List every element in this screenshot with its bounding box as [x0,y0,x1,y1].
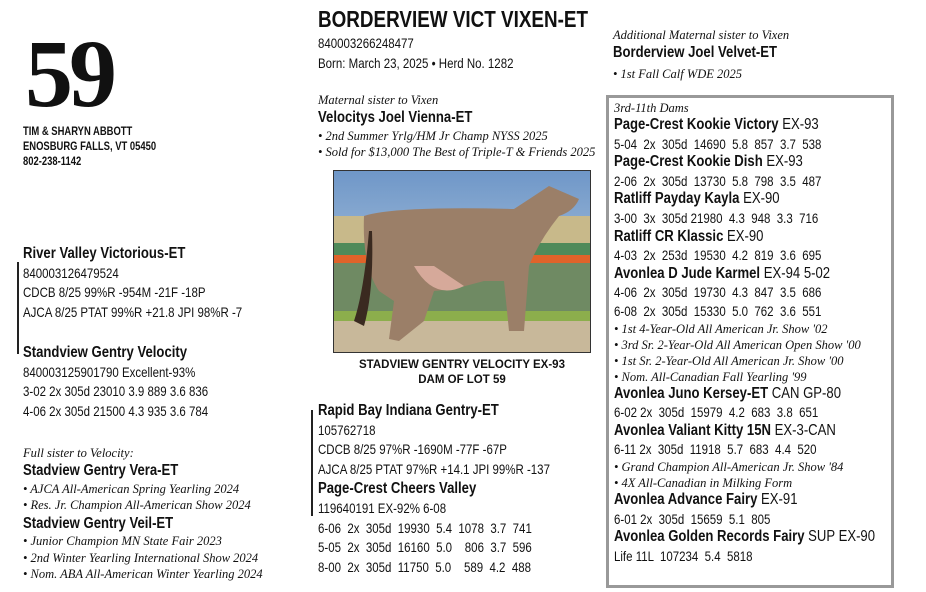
dam-note: • 1st 4-Year-Old All American Jr. Show '… [614,321,828,336]
consignor-phone: 802-238-1142 [23,156,82,168]
mgs-ajca: AJCA 8/25 PTAT 97%R +14.1 JPI 99%R -137 [318,460,550,477]
pedigree-line [17,262,19,354]
sister-name: Stadview Gentry Veil-ET [23,514,174,532]
granddam-record: 8-00 2x 305d 11750 5.0 589 4.2 488 [318,558,531,575]
dam-name-text: Avonlea Advance Fairy [614,490,758,508]
dam-name-text: Ratliff Payday Kayla [614,190,740,208]
dam-name-text: Page-Crest Kookie Victory [614,116,779,133]
additional-sister-block: Additional Maternal sister to Vixen Bord… [613,27,813,82]
dam-id: 840003125901790 Excellent-93% [23,363,196,380]
dam-note: • 1st Sr. 2-Year-Old All American Jr. Sh… [614,353,844,368]
sire-name: River Valley Victorious-ET [23,245,186,262]
dam-name: Avonlea Valiant Kitty 15N EX-3-CAN [614,422,841,441]
sire-id: 840003126479524 [23,264,119,281]
caption-line: DAM OF LOT 59 [418,374,506,386]
dam-name: Page-Crest Kookie Victory EX-93 [614,116,841,135]
animal-info: 840003266248477 Born: March 23, 2025 • H… [318,34,513,73]
granddam-record: 6-06 2x 305d 19930 5.4 1078 3.7 741 [318,519,532,536]
dam-record: 6-02 2x 305d 15979 4.2 683 3.8 651 [614,404,819,421]
sister-note: • AJCA All-American Spring Yearling 2024 [23,481,240,496]
sire-ajca: AJCA 8/25 PTAT 99%R +21.8 JPI 98%R -7 [23,303,243,320]
mgs-name: Rapid Bay Indiana Gentry-ET [318,402,499,419]
dam-name: Standview Gentry Velocity [23,344,188,361]
full-sisters-block: Full sister to Velocity: Stadview Gentry… [23,445,263,583]
dam-name: Page-Crest Kookie Dish EX-93 [614,153,841,172]
caption-line: STADVIEW GENTRY VELOCITY EX-93 [359,359,565,371]
dam-name: Avonlea D Jude Karmel EX-94 5-02 [614,265,841,284]
dam-name-text: Page-Crest Kookie Dish [614,153,763,171]
dam-record: 5-04 2x 305d 14690 5.8 857 3.7 538 [614,135,822,152]
full-sisters-heading: Full sister to Velocity: [23,446,134,460]
animal-born: Born: March 23, 2025 • Herd No. 1282 [318,54,514,71]
sister-note: • Res. Jr. Champion All-American Show 20… [23,498,251,513]
dam-classification: EX-90 [723,227,764,245]
granddam-id: 119640191 EX-92% 6-08 [318,499,447,516]
dam-record: Life 11L 107234 5.4 5818 [614,547,753,564]
maternal-sister-name: Velocitys Joel Vienna-ET [318,109,473,127]
consignor-location: ENOSBURG FALLS, VT 05450 [23,141,157,153]
dam-name-text: Avonlea Golden Records Fairy [614,528,805,546]
dam-classification: EX-94 5-02 [760,264,831,282]
mgs-cdcb: CDCB 8/25 97%R -1690M -77F -67P [318,441,507,458]
pedigree-line [311,410,313,516]
dam-classification: EX-93 [762,153,803,171]
animal-id: 840003266248477 [318,35,414,51]
additional-sister-name: Borderview Joel Velvet-ET [613,44,778,62]
dam-name: Avonlea Advance Fairy EX-91 [614,491,841,510]
dam-name-text: Avonlea Valiant Kitty 15N [614,421,772,439]
dams-box: 3rd-11th Dams Page-Crest Kookie Victory … [606,95,894,588]
consignor-info: TIM & SHARYN ABBOTT ENOSBURG FALLS, VT 0… [23,125,156,170]
granddam-name: Page-Crest Cheers Valley [318,480,477,498]
dam-record: 6-11 2x 305d 11918 5.7 683 4.4 520 [614,441,817,458]
sister-name: Stadview Gentry Vera-ET [23,462,179,480]
dam-record: 3-02 2x 305d 23010 3.9 889 3.6 836 [23,383,209,400]
dam-classification: EX-90 [739,190,780,208]
dam-classification: CAN GP-80 [768,384,841,402]
dam-name-text: Avonlea D Jude Karmel [614,264,761,282]
dam-name: Avonlea Juno Kersey-ET CAN GP-80 [614,385,841,404]
dam-record: 4-06 2x 305d 19730 4.3 847 3.5 686 [614,284,822,301]
dam-classification: EX-93 [778,116,819,133]
sister-note: • 2nd Winter Yearling International Show… [23,550,259,565]
dam-classification: SUP EX-90 [804,528,876,546]
dam-record: 3-00 3x 305d 21980 4.3 948 3.3 716 [614,209,819,226]
dam-classification: EX-91 [757,490,798,508]
dams-heading: 3rd-11th Dams [614,101,689,115]
consignor-name: TIM & SHARYN ABBOTT [23,126,133,138]
sire-cdcb: CDCB 8/25 99%R -954M -21F -18P [23,284,206,301]
dam-record: 2-06 2x 305d 13730 5.8 798 3.5 487 [614,172,822,189]
dam-name: Ratliff CR Klassic EX-90 [614,228,841,247]
granddam-record: 5-05 2x 305d 16160 5.0 806 3.7 596 [318,539,532,556]
dam-name-text: Ratliff CR Klassic [614,227,724,245]
dam-record: 4-03 2x 253d 19530 4.2 819 3.6 695 [614,247,822,264]
dam-name: Ratliff Payday Kayla EX-90 [614,190,841,209]
dam-block: Standview Gentry Velocity 84000312590179… [23,343,208,421]
animal-name: BORDERVIEW VICT VIXEN-ET [318,6,589,32]
sire-block: River Valley Victorious-ET 8400031264795… [23,244,242,322]
photo-caption: STADVIEW GENTRY VELOCITY EX-93 DAM OF LO… [333,358,591,388]
dam-name-text: Avonlea Juno Kersey-ET [614,384,769,402]
dam-name: Avonlea Golden Records Fairy SUP EX-90 [614,528,875,547]
maternal-sister-heading: Maternal sister to Vixen [318,93,439,107]
additional-sister-note: • 1st Fall Calf WDE 2025 [613,66,743,81]
sister-note: • Nom. ABA All-American Winter Yearling … [23,567,263,582]
maternal-sister-block: Maternal sister to Vixen Velocitys Joel … [318,92,595,161]
additional-sister-heading: Additional Maternal sister to Vixen [613,28,790,42]
cow-image [334,171,590,352]
dam-record: 4-06 2x 305d 21500 4.3 935 3.6 784 [23,402,209,419]
sister-note: • Junior Champion MN State Fair 2023 [23,534,222,549]
dam-note: • Grand Champion All-American Jr. Show '… [614,459,844,474]
maternal-sister-note: • Sold for $13,000 The Best of Triple-T … [318,145,596,160]
maternal-grandsire-block: Rapid Bay Indiana Gentry-ET 105762718 CD… [318,401,550,577]
lot-number: 59 [25,20,117,127]
mgs-id: 105762718 [318,421,376,438]
dam-record: 6-01 2x 305d 15659 5.1 805 [614,510,771,527]
dam-record: 6-08 2x 305d 15330 5.0 762 3.6 551 [614,302,822,319]
dam-note: • 3rd Sr. 2-Year-Old All American Open S… [614,337,861,352]
dam-classification: EX-3-CAN [771,421,836,439]
dam-note: • Nom. All-Canadian Fall Yearling '99 [614,369,807,384]
dam-note: • 4X All-Canadian in Milking Form [614,475,793,490]
cow-photo [333,170,591,353]
maternal-sister-note: • 2nd Summer Yrlg/HM Jr Champ NYSS 2025 [318,128,548,143]
